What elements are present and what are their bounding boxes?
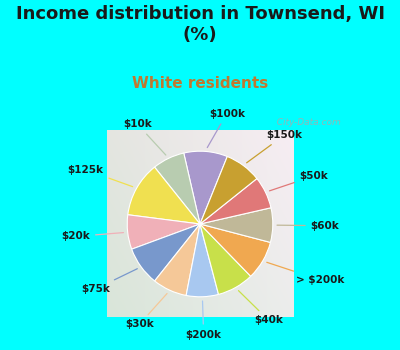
Wedge shape	[155, 224, 200, 295]
Text: > $200k: > $200k	[267, 262, 344, 285]
Wedge shape	[184, 151, 227, 224]
Wedge shape	[200, 156, 257, 224]
Text: $10k: $10k	[123, 119, 166, 155]
Wedge shape	[200, 178, 271, 224]
Wedge shape	[186, 224, 218, 297]
Text: White residents: White residents	[132, 76, 268, 91]
Text: $150k: $150k	[247, 130, 302, 163]
Text: $20k: $20k	[61, 231, 124, 242]
Wedge shape	[154, 153, 200, 224]
Wedge shape	[132, 224, 200, 281]
Text: $40k: $40k	[238, 290, 283, 326]
Text: $100k: $100k	[207, 109, 245, 148]
Wedge shape	[128, 167, 200, 224]
Wedge shape	[127, 215, 200, 249]
Text: $50k: $50k	[270, 171, 328, 191]
Text: $30k: $30k	[125, 294, 167, 329]
Text: Income distribution in Townsend, WI
(%): Income distribution in Townsend, WI (%)	[16, 5, 384, 44]
Text: $75k: $75k	[82, 269, 137, 294]
Text: City-Data.com: City-Data.com	[271, 118, 340, 127]
Wedge shape	[200, 224, 270, 276]
Text: $60k: $60k	[277, 221, 339, 231]
Text: $125k: $125k	[68, 165, 133, 187]
Wedge shape	[200, 224, 251, 294]
Wedge shape	[200, 208, 273, 243]
Text: $200k: $200k	[186, 301, 222, 340]
